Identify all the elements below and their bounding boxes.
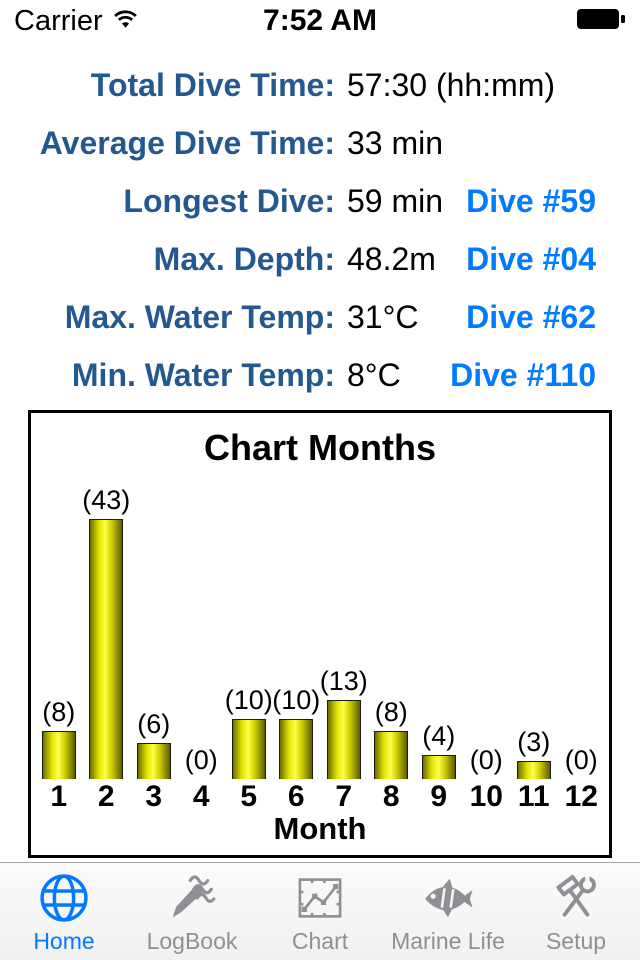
bar-value-label: (0) [184, 745, 218, 775]
bar-value-label: (10) [224, 685, 273, 715]
bar-column: (10) 6 [272, 473, 321, 815]
tab-setup[interactable]: Setup [512, 863, 640, 960]
tab-label: Home [33, 928, 95, 954]
bar-column: (13) 7 [320, 473, 368, 815]
bar-value-label: (8) [42, 697, 76, 727]
tab-bar: Home LogBook [0, 862, 640, 960]
x-tick-label: 2 [97, 780, 115, 813]
tab-label: Marine Life [391, 928, 505, 954]
x-tick-label: 11 [517, 780, 550, 813]
stat-label: Max. Water Temp: [64, 298, 335, 335]
x-tick-label: 10 [469, 780, 503, 813]
tab-marine-life[interactable]: Marine Life [384, 863, 512, 960]
x-tick-label: 8 [382, 780, 400, 813]
x-tick-label: 6 [287, 780, 305, 813]
globe-icon [35, 868, 93, 928]
bar-value-label: (0) [564, 745, 598, 775]
bar [136, 743, 171, 779]
x-tick-label: 5 [240, 780, 258, 813]
dive-link[interactable]: Dive #59 [466, 182, 596, 219]
stats-section: Total Dive Time: 57:30 (hh:mm) Average D… [0, 56, 640, 404]
chart-icon [291, 868, 349, 928]
wifi-icon [112, 5, 139, 38]
bar [326, 700, 361, 779]
tools-icon [547, 868, 605, 928]
stat-value: 31°C [347, 298, 419, 335]
bar [89, 519, 124, 779]
stat-label: Min. Water Temp: [71, 356, 335, 393]
dive-link[interactable]: Dive #110 [450, 356, 596, 393]
bar-value-label: (4) [422, 721, 456, 751]
bar [231, 719, 266, 779]
x-tick-label: 4 [192, 780, 210, 813]
bar-value-label: (3) [517, 727, 551, 757]
status-time: 7:52 AM [263, 4, 377, 37]
stat-row: Min. Water Temp: 8°C Dive #110 [0, 346, 640, 404]
stat-row: Total Dive Time: 57:30 (hh:mm) [0, 56, 640, 114]
stat-row: Max. Depth: 48.2m Dive #04 [0, 230, 640, 288]
stat-value: 8°C [347, 356, 401, 393]
bar [374, 731, 409, 779]
tab-label: Setup [545, 928, 607, 954]
bar-value-label: (10) [272, 685, 321, 715]
stat-row: Longest Dive: 59 min Dive #59 [0, 172, 640, 230]
bar-column: (6) 3 [130, 473, 178, 815]
stat-value: 33 min [347, 124, 444, 161]
stat-label: Average Dive Time: [39, 124, 335, 161]
bar-value-label: (13) [319, 666, 368, 696]
chart-title: Chart Months [204, 427, 436, 468]
bar-value-label: (8) [374, 697, 408, 727]
bar-column: (3) 11 [510, 473, 558, 815]
fish-icon [419, 868, 477, 928]
carrier-label: Carrier [14, 4, 103, 37]
status-bar: Carrier 7:52 AM [0, 0, 640, 42]
bar-column: (0) 12 [558, 473, 606, 815]
tab-logbook[interactable]: LogBook [128, 863, 256, 960]
bar-value-label: (0) [469, 745, 503, 775]
stat-row: Max. Water Temp: 31°C Dive #62 [0, 288, 640, 346]
chart: Chart Months (8) 1 (43) 2 (6) 3 (0) 4 (10) 5 (10) 6… [28, 410, 612, 858]
status-left: Carrier [14, 5, 139, 38]
x-tick-label: 3 [145, 780, 163, 813]
tab-label: Chart [291, 928, 349, 954]
stat-label: Longest Dive: [123, 182, 335, 219]
x-tick-label: 7 [335, 780, 353, 813]
stat-label: Total Dive Time: [90, 66, 335, 103]
bar-column: (0) 4 [178, 473, 226, 815]
bar [516, 761, 551, 779]
x-tick-label: 1 [50, 780, 68, 813]
bar-value-label: (43) [82, 485, 131, 515]
bar-column: (4) 9 [415, 473, 463, 815]
battery-full-icon [576, 5, 626, 37]
bars-area: (8) 1 (43) 2 (6) 3 (0) 4 (10) 5 (10) 6 (13) 7 (8) 8 (4) 9… [31, 473, 609, 815]
stat-row: Average Dive Time: 33 min [0, 114, 640, 172]
bar [421, 755, 456, 779]
bar-column: (8) 8 [368, 473, 416, 815]
tab-chart[interactable]: Chart [256, 863, 384, 960]
dive-link[interactable]: Dive #04 [466, 240, 596, 277]
bar-column: (43) 2 [82, 473, 131, 815]
bar [279, 719, 314, 779]
bar [41, 731, 76, 779]
stat-label: Max. Depth: [153, 240, 335, 277]
tab-label: LogBook [146, 928, 238, 954]
dive-link[interactable]: Dive #62 [466, 298, 596, 335]
logbook-icon [163, 868, 221, 928]
x-axis-label: Month [273, 811, 367, 846]
stat-value: 48.2m [347, 240, 436, 277]
stat-value: 57:30 (hh:mm) [347, 66, 556, 103]
status-right [576, 5, 626, 38]
bar-value-label: (6) [137, 709, 171, 739]
bar-column: (10) 5 [225, 473, 273, 815]
tab-home[interactable]: Home [0, 863, 128, 960]
x-tick-label: 12 [564, 780, 598, 813]
stat-value: 59 min [347, 182, 444, 219]
x-tick-label: 9 [430, 780, 448, 813]
bar-column: (0) 10 [463, 473, 511, 815]
bar-column: (8) 1 [35, 473, 83, 815]
